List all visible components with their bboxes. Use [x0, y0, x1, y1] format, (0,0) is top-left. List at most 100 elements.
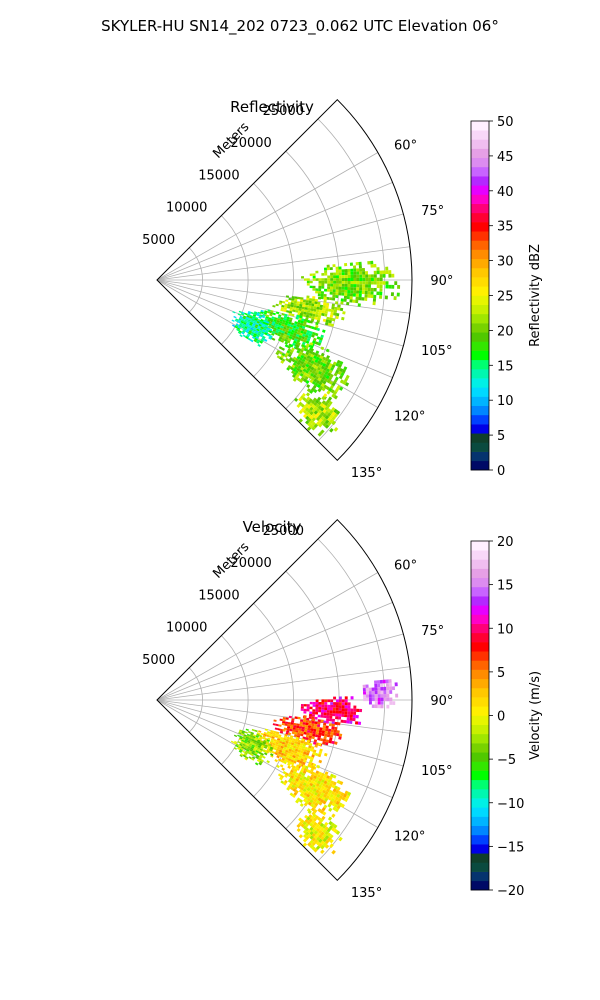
echo-cell: [364, 297, 368, 301]
echo-cell: [352, 299, 356, 303]
echo-cell: [285, 327, 290, 331]
echo-cell: [276, 318, 281, 321]
echo-cell: [319, 809, 324, 814]
echo-cell: [319, 402, 325, 408]
echo-cell: [320, 827, 325, 832]
echo-cell: [311, 417, 316, 422]
echo-cell: [302, 299, 307, 303]
echo-cell: [238, 318, 242, 321]
echo-cell: [303, 318, 308, 323]
echo-cell: [316, 327, 321, 332]
echo-cell: [330, 797, 335, 803]
echo-cell: [303, 329, 308, 333]
echo-cell: [368, 694, 372, 698]
echo-cell: [245, 744, 249, 748]
echo-cell: [327, 699, 331, 703]
echo-cell: [311, 800, 316, 805]
echo-cell: [248, 756, 252, 760]
echo-cell: [290, 775, 295, 779]
echo-cell: [388, 679, 392, 683]
echo-cell: [370, 264, 374, 268]
echo-cell: [277, 331, 282, 335]
echo-cell: [293, 760, 297, 764]
echo-cell: [261, 323, 266, 327]
echo-cell: [322, 828, 327, 834]
echo-cell: [286, 325, 291, 329]
echo-cell: [257, 739, 261, 743]
echo-cell: [251, 757, 255, 761]
colorbar-tick-label: 25: [497, 290, 514, 305]
echo-cell: [305, 411, 310, 416]
echo-cell: [322, 738, 327, 743]
echo-cell: [349, 714, 353, 718]
echo-cell: [309, 310, 314, 314]
echo-cell: [312, 397, 318, 402]
echo-cell: [265, 316, 269, 319]
echo-cell: [333, 427, 339, 432]
echo-cell: [325, 728, 329, 732]
echo-cell: [304, 765, 309, 770]
echo-cell: [237, 326, 242, 329]
echo-cell: [361, 268, 366, 272]
echo-cell: [318, 709, 322, 713]
echo-cell: [299, 783, 303, 787]
echo-cell: [323, 360, 328, 365]
echo-cell: [320, 365, 325, 370]
echo-cell: [241, 331, 245, 335]
echo-cell: [244, 751, 248, 755]
echo-cell: [322, 356, 327, 361]
echo-cell: [326, 712, 330, 716]
echo-cell: [362, 277, 366, 282]
echo-cell: [252, 328, 257, 332]
echo-cell: [329, 715, 333, 719]
colorbar-swatch: [471, 378, 489, 388]
echo-cell: [321, 286, 325, 289]
echo-cell: [304, 366, 308, 370]
echo-cell: [300, 354, 305, 359]
echo-cell: [301, 784, 306, 789]
echo-cell: [310, 768, 314, 772]
echo-cell: [318, 834, 323, 839]
echo-cell: [308, 720, 312, 724]
echo-cell: [326, 288, 330, 292]
echo-cell: [318, 707, 322, 710]
echo-cell: [251, 750, 256, 754]
echo-cell: [306, 361, 311, 366]
echo-cell: [328, 369, 333, 374]
echo-cell: [303, 372, 308, 377]
echo-cell: [302, 821, 307, 826]
echo-cell: [309, 776, 314, 781]
echo-cell: [260, 309, 264, 313]
echo-cell: [309, 424, 314, 429]
echo-cell: [289, 317, 293, 321]
echo-cell: [313, 809, 318, 814]
echo-cell: [331, 723, 335, 727]
echo-cell: [296, 775, 301, 780]
echo-cell: [256, 334, 260, 338]
echo-cell: [389, 686, 393, 691]
azimuth-spoke: [156, 699, 410, 734]
echo-cell: [294, 375, 299, 380]
echo-cell: [328, 782, 333, 787]
echo-cell: [302, 833, 308, 839]
echo-cell: [317, 301, 321, 305]
echo-cell: [249, 734, 253, 738]
echo-cell: [318, 777, 323, 782]
echo-cell: [311, 380, 316, 385]
echo-cell: [308, 761, 313, 766]
radial-tick-label: 15000: [198, 588, 239, 603]
echo-cell: [241, 730, 246, 733]
echo-cell: [393, 296, 397, 301]
echo-cell: [347, 274, 351, 279]
echo-cell: [355, 299, 359, 304]
echo-cell: [314, 815, 319, 820]
echo-cell: [336, 280, 339, 284]
echo-cell: [297, 716, 301, 720]
colorbar-swatch: [471, 414, 489, 425]
colorbar-swatch: [471, 568, 489, 579]
echo-cell: [315, 706, 319, 710]
echo-cell: [299, 395, 305, 400]
echo-cell: [267, 318, 271, 322]
echo-cell: [311, 828, 316, 833]
